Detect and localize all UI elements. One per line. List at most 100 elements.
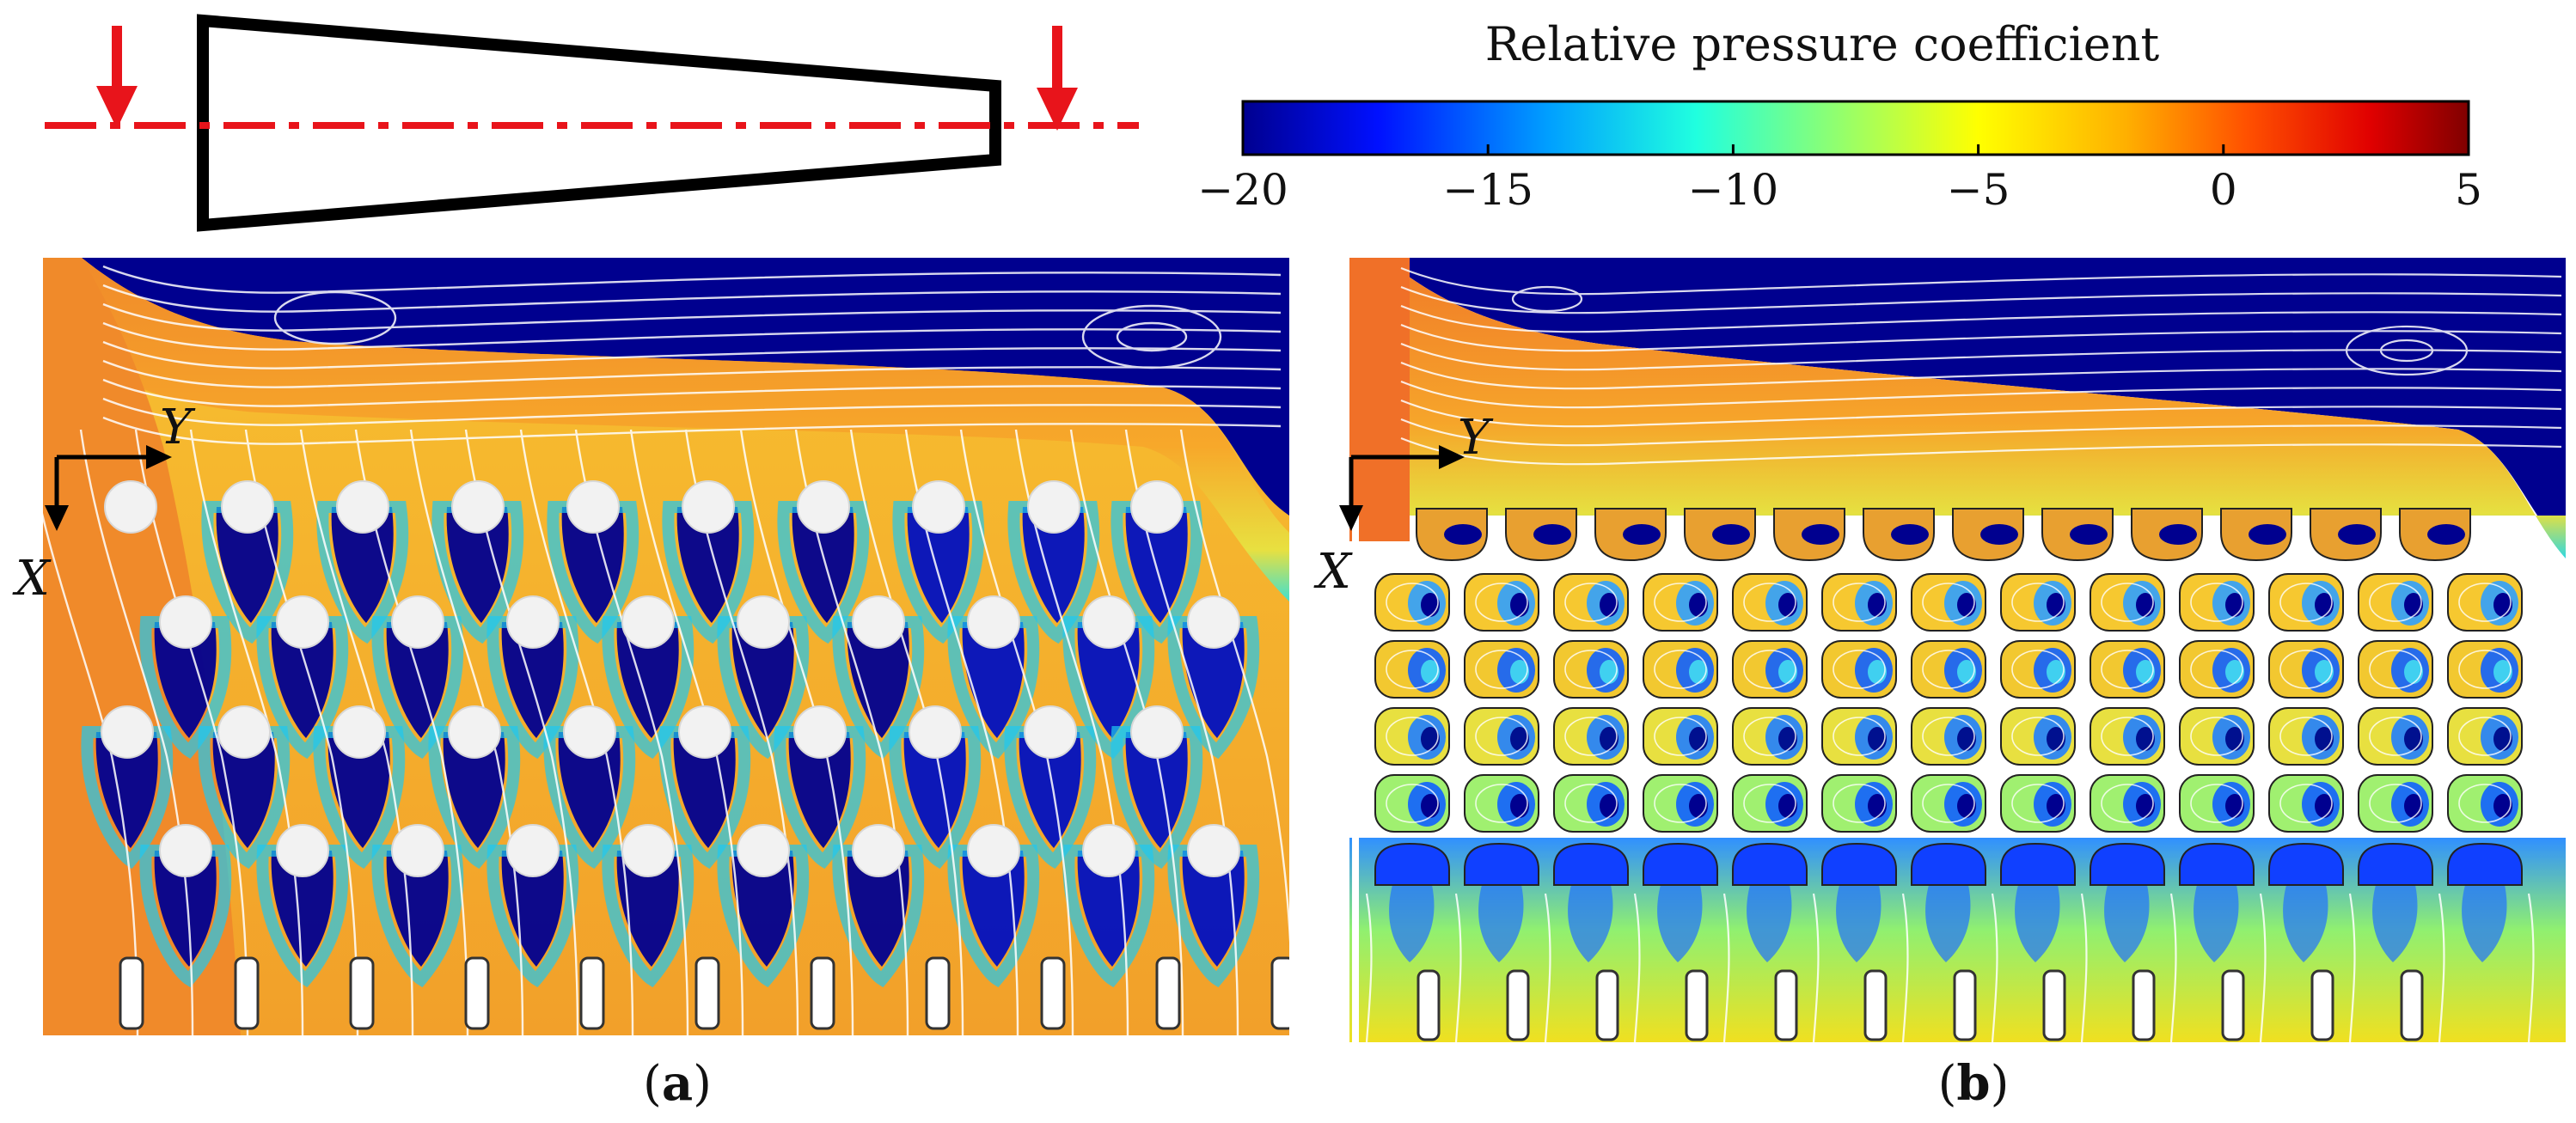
tube [101,705,154,759]
panel-a: Y X (a) [12,258,1289,1112]
cavity-cell-bottom [2179,842,2255,886]
recirculation-streamline [102,302,1282,332]
streamline [2438,893,2445,1042]
cavity-streamline [1922,717,1975,756]
panel-a-recirculation-zone [82,258,1289,516]
cavity-streamline [1833,650,1886,689]
tube-wake [386,851,449,967]
cavity-streamline [1386,650,1439,689]
tube-wake-edge [774,726,866,870]
cavity-streamline [1475,583,1528,622]
tube-wake [788,732,851,848]
tube [797,480,850,534]
tube [1130,705,1184,759]
panel-a-wakes [81,501,1260,988]
schematic [45,14,1139,232]
cavity-streamline [2101,583,2154,622]
cavity-vortex-core [1712,524,1750,545]
tube-wake [1182,851,1245,967]
recirculation-streamline [102,397,1282,426]
tube-wake-edge [777,501,870,644]
streamline [2169,893,2177,1042]
outlet-slot [119,956,144,1030]
cavity-streamline [1564,583,1618,622]
tube-wake [212,732,275,848]
cavity-streamline [2369,784,2422,823]
streamline [1722,893,1730,1042]
outlet-slot [579,956,605,1030]
tube-wake [1182,622,1245,738]
cavity-cell-bottom [2000,842,2076,886]
vortex-streamline [273,290,397,345]
tube-wake-edge [889,726,982,870]
tube-wake-edge [256,616,349,760]
recirculation-streamline [102,340,1282,369]
outlet-slot [1685,969,1709,1041]
tube-wake [271,851,333,967]
colorbar-tick-label: −10 [1688,165,1779,215]
cavity-streamline [2279,717,2333,756]
bottom-wake [1389,885,1435,962]
tube-wake [501,851,564,967]
cavity-streamline [1386,784,1439,823]
tube-wake-edge [832,616,925,760]
cavity-vortex-core [1444,524,1482,545]
panel-b-y-label: Y [1458,410,1494,466]
tube-wake [216,507,278,623]
cavity-streamline [1475,717,1528,756]
streamline [1633,893,1641,1042]
streamline [629,429,744,1035]
tube [506,824,560,877]
tube [217,705,271,759]
outlet-slot [2132,969,2156,1041]
tube [852,595,905,649]
tube-wake-edge [1004,726,1097,870]
cavity-streamline [2011,784,2065,823]
cavity-streamline [1564,717,1618,756]
cavity-cell-bottom [1374,842,1450,886]
cavity-vortex-core [2338,524,2376,545]
tube-wake-edge [662,501,755,644]
cavity-streamline [2279,650,2333,689]
vortex-streamline [1116,321,1188,352]
cavity-streamline [2190,650,2243,689]
streamline [409,429,524,1035]
recirculation-streamline [102,284,1282,313]
tube [566,480,620,534]
colorbar-tick-label: 5 [2455,165,2482,215]
cavity-streamline [1564,784,1618,823]
tube-wake-edge [547,501,639,644]
tube-wake [154,622,217,738]
cavity-cell-bottom [1911,842,1986,886]
bottom-wake [2015,885,2060,962]
vortex-streamline [2379,339,2434,363]
outlet-slot [694,956,720,1030]
outlet-slot [925,956,951,1030]
recirculation-streamline [102,265,1282,294]
tube [909,705,962,759]
tube [678,705,731,759]
tube-wake [1125,732,1188,848]
cavity-cell-bottom [1643,842,1718,886]
outlet-slot [1953,969,1977,1041]
cavity-streamline [1833,583,1886,622]
bottom-wake [1657,885,1703,962]
cavity-cell-bottom [2358,842,2433,886]
outlet-slot [2042,969,2066,1041]
streamline [574,429,689,1035]
colorbar-gradient [1241,100,2470,156]
bottom-wake [1478,885,1524,962]
streamline [79,429,194,1035]
streamline [244,429,359,1035]
tube [451,480,505,534]
cavity-vortex-core [1891,524,1929,545]
recirculation-streamline [1400,399,2562,428]
streamline [189,429,304,1035]
tube-wake [847,622,909,738]
panel-b-inlet-jet [1349,258,1410,541]
tube [1027,480,1080,534]
tube-wake-edge [428,726,521,870]
panel-a-x-label: X [12,551,52,607]
tube [621,824,675,877]
